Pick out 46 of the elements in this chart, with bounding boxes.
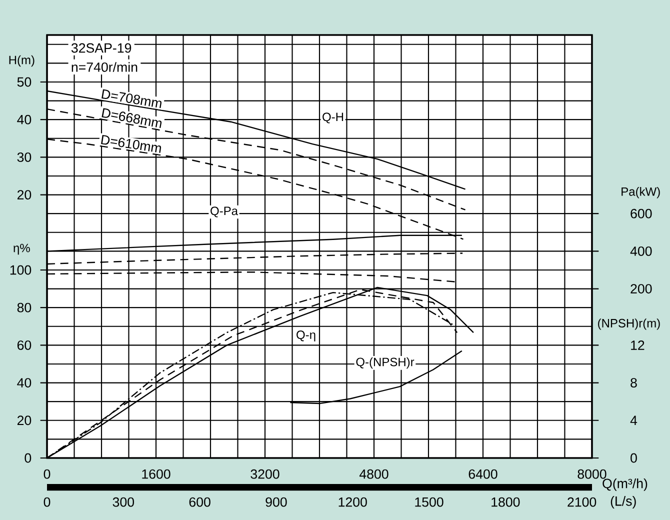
y2-tick-label: 8 (630, 378, 637, 388)
y-tick-label: 100 (10, 265, 32, 275)
x2-tick-label: 1500 (415, 497, 444, 507)
y-tick-label: 30 (17, 152, 32, 162)
y-tick-label: 80 (17, 302, 32, 312)
y-axis-title: η% (14, 244, 30, 255)
y2-tick-label: 600 (630, 208, 652, 218)
text: D=668mm (102, 108, 162, 128)
annotation: Q-(NPSH)r (356, 357, 414, 369)
x-tick-label: 1600 (142, 469, 170, 479)
x2-tick-label: 1800 (492, 497, 520, 507)
chart-title: 32SAP-19 (71, 43, 132, 53)
annotation: Q-Pa (210, 206, 238, 218)
x2-tick-label: 2100 (568, 497, 596, 507)
x2-tick-label: 1200 (338, 497, 367, 507)
y2-tick-label: 200 (630, 284, 652, 294)
y2-axis-title: Pa(kW) (622, 187, 660, 198)
x-tick-label: 0 (44, 469, 50, 479)
x-axis-title: Q(m³/h) (602, 478, 648, 491)
x-tick-label: 8000 (578, 469, 606, 479)
y-tick-label: 20 (17, 190, 32, 200)
y-tick-label: 50 (17, 77, 32, 87)
y-tick-label: 40 (17, 378, 32, 388)
y2-tick-label: 4 (630, 416, 638, 425)
y2-tick-label: 400 (630, 246, 652, 256)
x2-tick-label: 0 (44, 497, 50, 507)
x2-axis-title: (L/s) (610, 496, 636, 508)
annotation: Q-H (322, 112, 344, 124)
x2-tick-label: 300 (112, 497, 134, 507)
x-tick-label: 4800 (359, 469, 388, 479)
x-tick-label: 3200 (250, 469, 280, 479)
text: n=740r/min (72, 62, 138, 72)
text: D=708mm (102, 89, 162, 108)
annotation: Q-η (296, 330, 316, 342)
y2-axis-title: (NPSH)r(m) (598, 318, 660, 330)
x-tick-label: 6400 (468, 469, 498, 479)
x2-tick-label: 900 (266, 497, 287, 507)
x2-tick-label: 600 (189, 497, 210, 507)
y-tick-label: 60 (17, 340, 32, 350)
text: D=610mm (101, 134, 162, 153)
y-tick-label: 0 (24, 453, 32, 463)
y-tick-label: 40 (17, 114, 32, 124)
y2-tick-label: 0 (630, 453, 637, 463)
y-axis-title: H(m) (9, 55, 34, 67)
y2-tick-label: 12 (631, 340, 644, 350)
y-tick-label: 20 (17, 416, 32, 426)
